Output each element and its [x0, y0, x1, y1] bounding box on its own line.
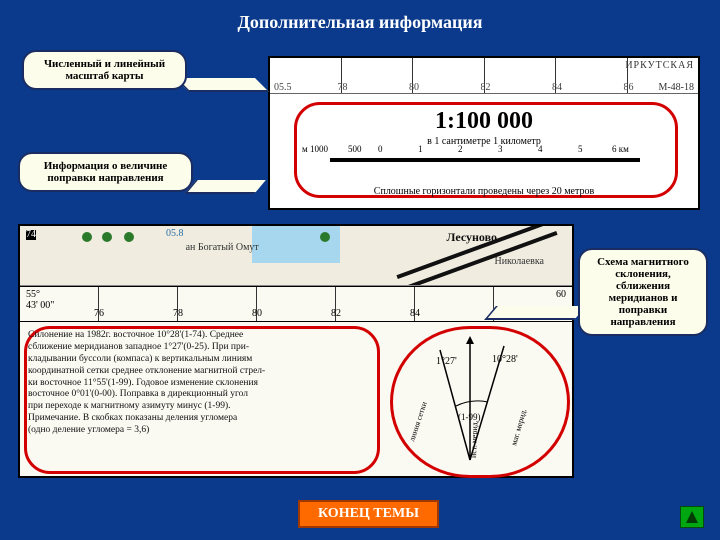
triangle-up-icon [685, 510, 699, 524]
axis-num: 82 [331, 308, 341, 319]
lat-left: 55° 43' 00" [26, 289, 54, 311]
callout-tail-1 [175, 78, 269, 92]
map-panel: 74 05.8 ан Богатый Омут Лесуново Николае… [18, 224, 574, 478]
ruler-seg: 80 [412, 58, 484, 93]
lat-bot: 43' 00" [26, 300, 54, 311]
scale-numeric: 1:100 000 [270, 108, 698, 135]
contour-note: Сплошные горизонтали проведены через 20 … [270, 186, 698, 197]
ruler-seg: 82 [484, 58, 556, 93]
text-line: восточное 0°01'(0-00). Поправка в дирекц… [28, 389, 376, 401]
scale-subtitle: в 1 сантиметре 1 километр [270, 136, 698, 147]
axis-seg: 80 [256, 287, 335, 321]
river-label: ан Богатый Омут [186, 242, 259, 253]
tree-icon [82, 232, 92, 242]
axis-seg: 78 [177, 287, 256, 321]
ruler-top: 05.5 78 80 82 84 86 ИРКУТСКАЯ М-48-18 [270, 58, 698, 94]
angle-right-label: 10°28' [492, 354, 518, 365]
town-lesunovo: Лесуново [446, 230, 497, 245]
ruler-num: 86 [624, 82, 634, 93]
axis-num: 76 [94, 308, 104, 319]
callout-scale-text: Численный и линейный масштаб карты [44, 58, 165, 82]
lat-top: 55° [26, 289, 54, 300]
axis-seg: 55° 43' 00" [20, 287, 98, 321]
tree-icon [124, 232, 134, 242]
ruler-seg: 78 [341, 58, 413, 93]
angle-left-label: 1°27' [436, 356, 457, 367]
text-line: сближение меридианов западное 1°27'(0-25… [28, 342, 376, 354]
true-meridian-label: ист. мерид. [469, 420, 479, 458]
ruler-num: 84 [552, 82, 562, 93]
tree-icon [102, 232, 112, 242]
page-title: Дополнительная информация [0, 12, 720, 33]
axis-seg: 82 [335, 287, 414, 321]
callout-tail-2 [184, 180, 266, 194]
scale-track [330, 158, 640, 162]
map-elev-blue: 05.8 [166, 228, 184, 239]
text-line: координатной сетки среднее отклонение ма… [28, 366, 376, 378]
text-line: кладывании буссоли (компаса) к вертикаль… [28, 354, 376, 366]
ruler-num: 80 [409, 82, 419, 93]
text-line: при переходе к магнитному азимуту минус … [28, 401, 376, 413]
text-line: (одно деление угломера = 3,6) [28, 425, 376, 437]
declination-svg: 1°27' 10°28' (1-99) линия сетки ист. мер… [396, 330, 564, 476]
scale-lab: 500 [348, 144, 362, 154]
scale-lab: 0 [378, 144, 383, 154]
scale-panel: 05.5 78 80 82 84 86 ИРКУТСКАЯ М-48-18 1:… [268, 56, 700, 210]
grid-line-label: линия сетки [407, 400, 429, 443]
callout-scale: Численный и линейный масштаб карты [22, 50, 187, 90]
axis-num: 78 [173, 308, 183, 319]
axis-sub: 60 [556, 289, 566, 300]
scale-lab: 4 [538, 144, 543, 154]
ruler-num: 78 [338, 82, 348, 93]
ruler-left-num: 05.5 [274, 82, 292, 93]
tree-icon [320, 232, 330, 242]
nav-next-button[interactable] [680, 506, 704, 528]
town-nikolaevka: Николаевка [494, 256, 544, 267]
ruler-num: 82 [481, 82, 491, 93]
ruler-seg: 86 ИРКУТСКАЯ М-48-18 [627, 58, 699, 93]
ruler-seg: 05.5 [270, 58, 341, 93]
axis-seg: 84 [414, 287, 493, 321]
scale-linear: м 1000 500 0 1 2 3 4 5 6 км [330, 152, 640, 170]
scale-lab: 1 [418, 144, 423, 154]
map-fragment: 74 05.8 ан Богатый Омут Лесуново Николае… [20, 226, 572, 286]
ruler-seg: 84 [555, 58, 627, 93]
axis-seg: 76 [98, 287, 177, 321]
scale-lab: 5 [578, 144, 583, 154]
mag-meridian-label: маг. мерид. [509, 408, 528, 447]
ruler-sheet: М-48-18 [658, 82, 694, 93]
text-line: Силонение на 1982г. восточное 10°28'(1-7… [28, 330, 376, 342]
declination-text: Силонение на 1982г. восточное 10°28'(1-7… [28, 330, 376, 437]
lat-right: 60 [556, 289, 566, 300]
callout-direction: Информация о величине поправки направлен… [18, 152, 193, 192]
scale-lab: 3 [498, 144, 503, 154]
axis-num: 84 [410, 308, 420, 319]
scale-lab: м 1000 [302, 144, 328, 154]
declination-diagram: 1°27' 10°28' (1-99) линия сетки ист. мер… [396, 330, 564, 476]
map-corner-num: 74 [26, 230, 36, 240]
scale-lab: 6 км [612, 144, 629, 154]
scale-lab: 2 [458, 144, 463, 154]
callout-declination: Схема магнитного склонения, сближения ме… [578, 248, 708, 336]
ruler-region: ИРКУТСКАЯ [625, 60, 694, 71]
callout-direction-text: Информация о величине поправки направлен… [44, 160, 168, 184]
text-line: ки восточное 11°55'(1-99). Годовое измен… [28, 378, 376, 390]
end-topic-button[interactable]: КОНЕЦ ТЕМЫ [298, 500, 439, 528]
callout-declination-text: Схема магнитного склонения, сближения ме… [597, 256, 689, 328]
callout-tail-3 [484, 306, 586, 320]
text-line: Примечание. В скобках показаны деления у… [28, 413, 376, 425]
axis-num: 80 [252, 308, 262, 319]
